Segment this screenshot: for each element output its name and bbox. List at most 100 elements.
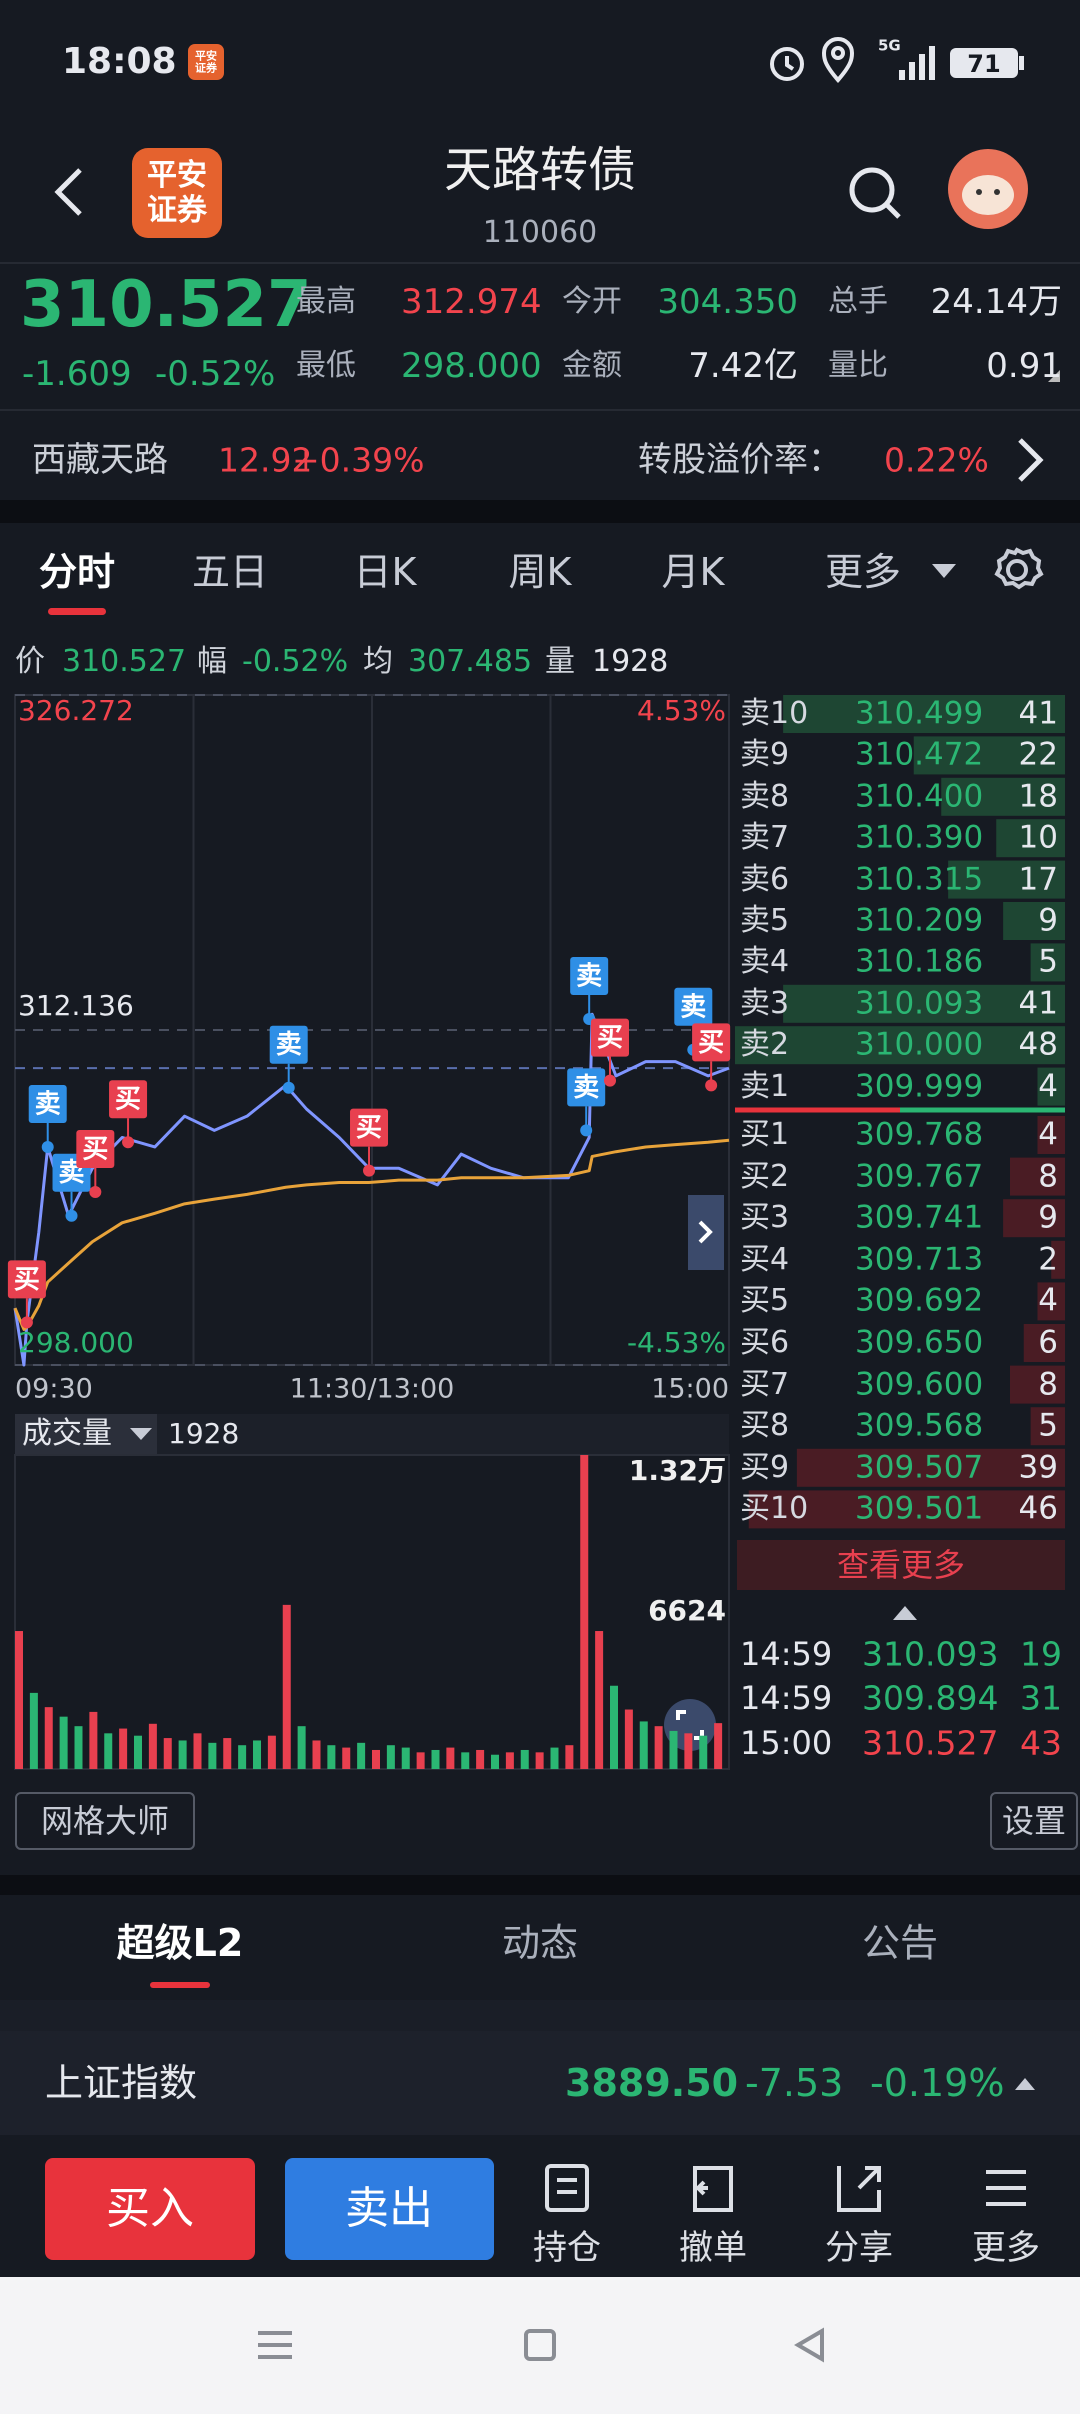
ask-depth-bar (735, 1026, 1065, 1065)
average-line (13, 1138, 730, 1331)
chart-tab[interactable]: 周K (508, 550, 572, 594)
avatar[interactable] (948, 149, 1028, 229)
app-badge (188, 44, 224, 80)
sell-button[interactable] (285, 2158, 494, 2260)
info-label: 均 (363, 644, 393, 679)
ask-price: 310.186 (855, 943, 984, 980)
marker-label: 买 (115, 1085, 141, 1115)
stat-label: 今开 (562, 284, 622, 319)
marker-flag (674, 987, 713, 1026)
ask-level: 卖7 (740, 820, 790, 856)
bid-price: 309.692 (855, 1282, 984, 1319)
bid-qty: 9 (1038, 1199, 1058, 1236)
volume-header (157, 1414, 729, 1454)
book-more[interactable] (737, 1540, 1065, 1590)
volume-dropdown[interactable] (130, 1428, 152, 1440)
volume-bar (505, 1752, 514, 1769)
stock-code: 110060 (482, 215, 598, 250)
chart-tab[interactable]: 五日 (191, 550, 269, 594)
last-price: 310.527 (20, 268, 312, 342)
index-expand[interactable] (1015, 2078, 1035, 2090)
volume-header-box[interactable] (15, 1414, 157, 1454)
battery-level: 71 (967, 50, 1001, 78)
more-dropdown[interactable] (932, 564, 956, 578)
ask-depth-bar (783, 984, 1065, 1023)
ask-price: 310.209 (855, 902, 984, 939)
volume-bar (178, 1740, 187, 1769)
network-label: 5G (878, 36, 901, 55)
ask-qty: 4 (1038, 1068, 1058, 1105)
logo-text: 证券 (147, 193, 207, 228)
grid-tool-button[interactable] (15, 1792, 195, 1850)
volume-bar (595, 1631, 604, 1769)
chart-tab[interactable]: 月K (661, 550, 725, 594)
volume-bar (386, 1745, 395, 1769)
bid-level: 买6 (740, 1325, 790, 1360)
logo[interactable] (132, 148, 222, 238)
info-tab[interactable]: 动态 (501, 1921, 579, 1965)
tool-label[interactable]: 撤单 (679, 2228, 747, 2268)
collapse-arrow[interactable] (893, 1606, 917, 1620)
trade-qty: 43 (1020, 1723, 1062, 1763)
separator (0, 1875, 1080, 1895)
ask-price: 310.499 (855, 695, 984, 732)
bid-depth-bar (1003, 1199, 1065, 1238)
trade-marker (705, 1079, 718, 1092)
trade-marker (41, 1140, 54, 1153)
volume-bar (163, 1738, 172, 1769)
premium-value: 0.22% (884, 440, 989, 480)
underlying-change: +0.39% (292, 440, 425, 480)
ask-qty: 17 (1018, 861, 1058, 898)
tool-label[interactable]: 分享 (825, 2228, 893, 2268)
volume-bar (327, 1745, 336, 1769)
y-tick-label: 312.136 (18, 989, 134, 1022)
bid-level: 买10 (740, 1491, 809, 1527)
volume-bar (238, 1745, 247, 1769)
bid-qty: 8 (1038, 1366, 1058, 1403)
info-value: 310.527 (62, 644, 187, 679)
back-button[interactable] (54, 168, 82, 216)
underlying-name: 西藏天路 (32, 440, 168, 480)
volume-bar (699, 1735, 708, 1769)
ask-depth-bar (1037, 1067, 1065, 1106)
volume-title[interactable]: 成交量 (22, 1416, 112, 1451)
trade-time: 15:00 (740, 1724, 833, 1762)
underlying-chevron[interactable] (1018, 438, 1044, 482)
volume-bar (401, 1747, 410, 1769)
bid-qty: 39 (1018, 1449, 1058, 1486)
chart-scroll-button[interactable] (688, 1195, 724, 1270)
ask-qty: 41 (1018, 695, 1058, 732)
trade-qty: 31 (1020, 1678, 1062, 1718)
marker-flag (28, 1084, 67, 1123)
chart-tab[interactable]: 更多 (824, 550, 902, 594)
expand-corner[interactable] (1048, 370, 1060, 382)
bid-level: 买2 (740, 1158, 790, 1194)
divider (0, 262, 1080, 264)
ask-level: 卖4 (740, 944, 790, 980)
book-more-label: 查看更多 (836, 1546, 966, 1584)
tool-label[interactable]: 持仓 (533, 2228, 601, 2268)
search-button[interactable] (849, 167, 901, 219)
nav-bar (0, 2277, 1080, 2414)
stat-value: 24.14万 (930, 282, 1062, 322)
chart-tab[interactable]: 日K (353, 550, 417, 594)
info-tab[interactable]: 超级L2 (116, 1921, 244, 1965)
tool-label[interactable]: 更多 (972, 2228, 1040, 2268)
volume-bar (44, 1707, 53, 1769)
volume-bar (312, 1740, 321, 1769)
volume-tick-label: 6624 (648, 1594, 726, 1628)
ask-qty: 9 (1038, 902, 1058, 939)
info-value: -0.52% (242, 644, 349, 679)
settings-button[interactable] (990, 1792, 1078, 1850)
info-label: 价 (15, 644, 45, 679)
nav-icons[interactable] (258, 2327, 824, 2363)
chart-tab[interactable]: 分时 (38, 550, 116, 594)
volume-value: 1928 (168, 1417, 240, 1450)
settings-gear[interactable] (994, 547, 1044, 590)
info-tab[interactable]: 公告 (861, 1921, 939, 1965)
ask-price: 310.390 (855, 819, 984, 856)
volume-bar (431, 1749, 440, 1769)
trade-price: 309.894 (862, 1678, 999, 1718)
buy-button[interactable] (45, 2158, 255, 2260)
